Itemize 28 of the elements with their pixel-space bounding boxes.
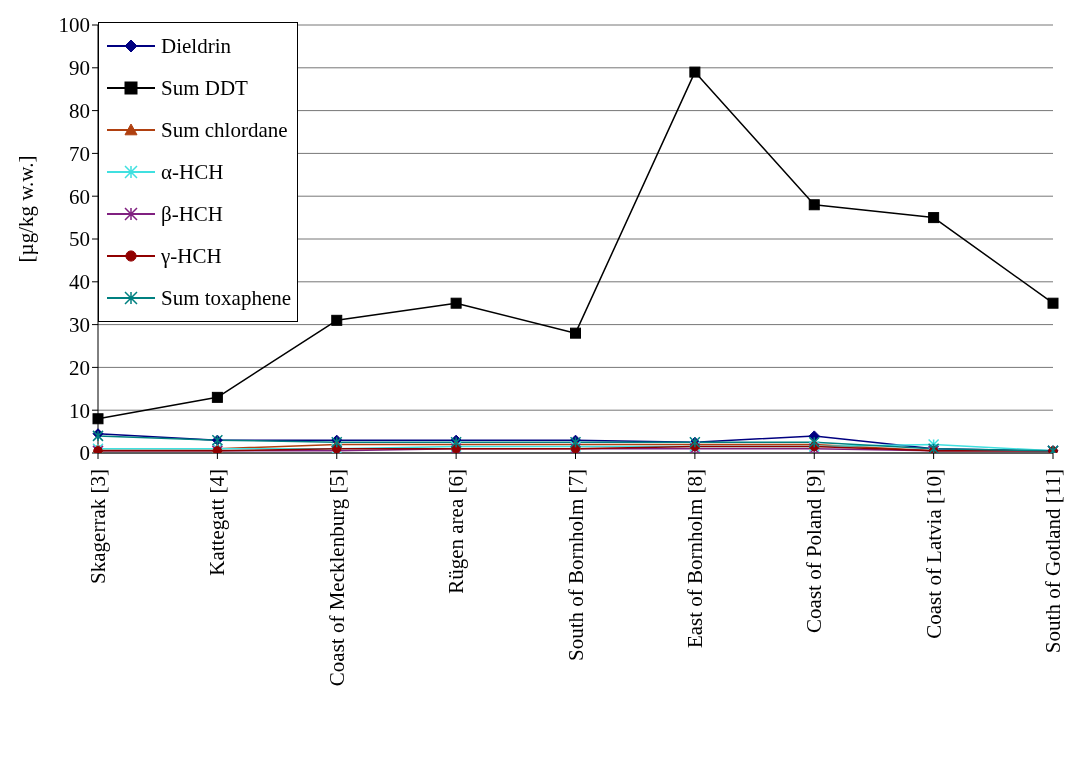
x-tick-label: Coast of Latvia [10] — [921, 469, 946, 639]
x-tick-label: Kattegatt [4] — [205, 469, 230, 576]
x-tick-label: Skagerrak [3] — [86, 469, 110, 584]
y-tick-label: 50 — [69, 227, 90, 252]
y-tick-label: 10 — [69, 398, 90, 423]
legend-label: β-HCH — [161, 201, 224, 227]
y-axis-title: [µg/kg w.w.] — [14, 155, 39, 263]
y-tick-label: 100 — [58, 13, 90, 38]
legend-label: α-HCH — [161, 159, 224, 185]
legend-label: Sum toxaphene — [161, 285, 292, 311]
y-tick-label: 70 — [69, 141, 90, 166]
legend-label: γ-HCH — [161, 243, 222, 269]
x-tick-label: East of Bornholm [8] — [682, 469, 707, 649]
y-tick-label: 30 — [69, 313, 90, 338]
legend-label: Dieldrin — [161, 33, 231, 59]
y-tick-label: 20 — [69, 355, 90, 380]
y-tick-label: 60 — [69, 184, 90, 209]
x-tick-label: South of Bornholm [7] — [563, 469, 588, 661]
y-tick-label: 90 — [69, 56, 90, 81]
legend-label: Sum chlordane — [161, 117, 288, 143]
x-tick-label: Coast of Mecklenburg [5] — [324, 469, 349, 687]
legend-label: Sum DDT — [161, 75, 248, 101]
x-tick-label: Rügen area [6] — [444, 469, 469, 594]
x-tick-label: South of Gotland [11] — [1041, 469, 1065, 654]
y-tick-label: 80 — [69, 99, 90, 124]
x-tick-label: Coast of Poland [9] — [802, 469, 827, 633]
y-tick-label: 0 — [79, 441, 90, 466]
y-tick-label: 40 — [69, 270, 90, 295]
